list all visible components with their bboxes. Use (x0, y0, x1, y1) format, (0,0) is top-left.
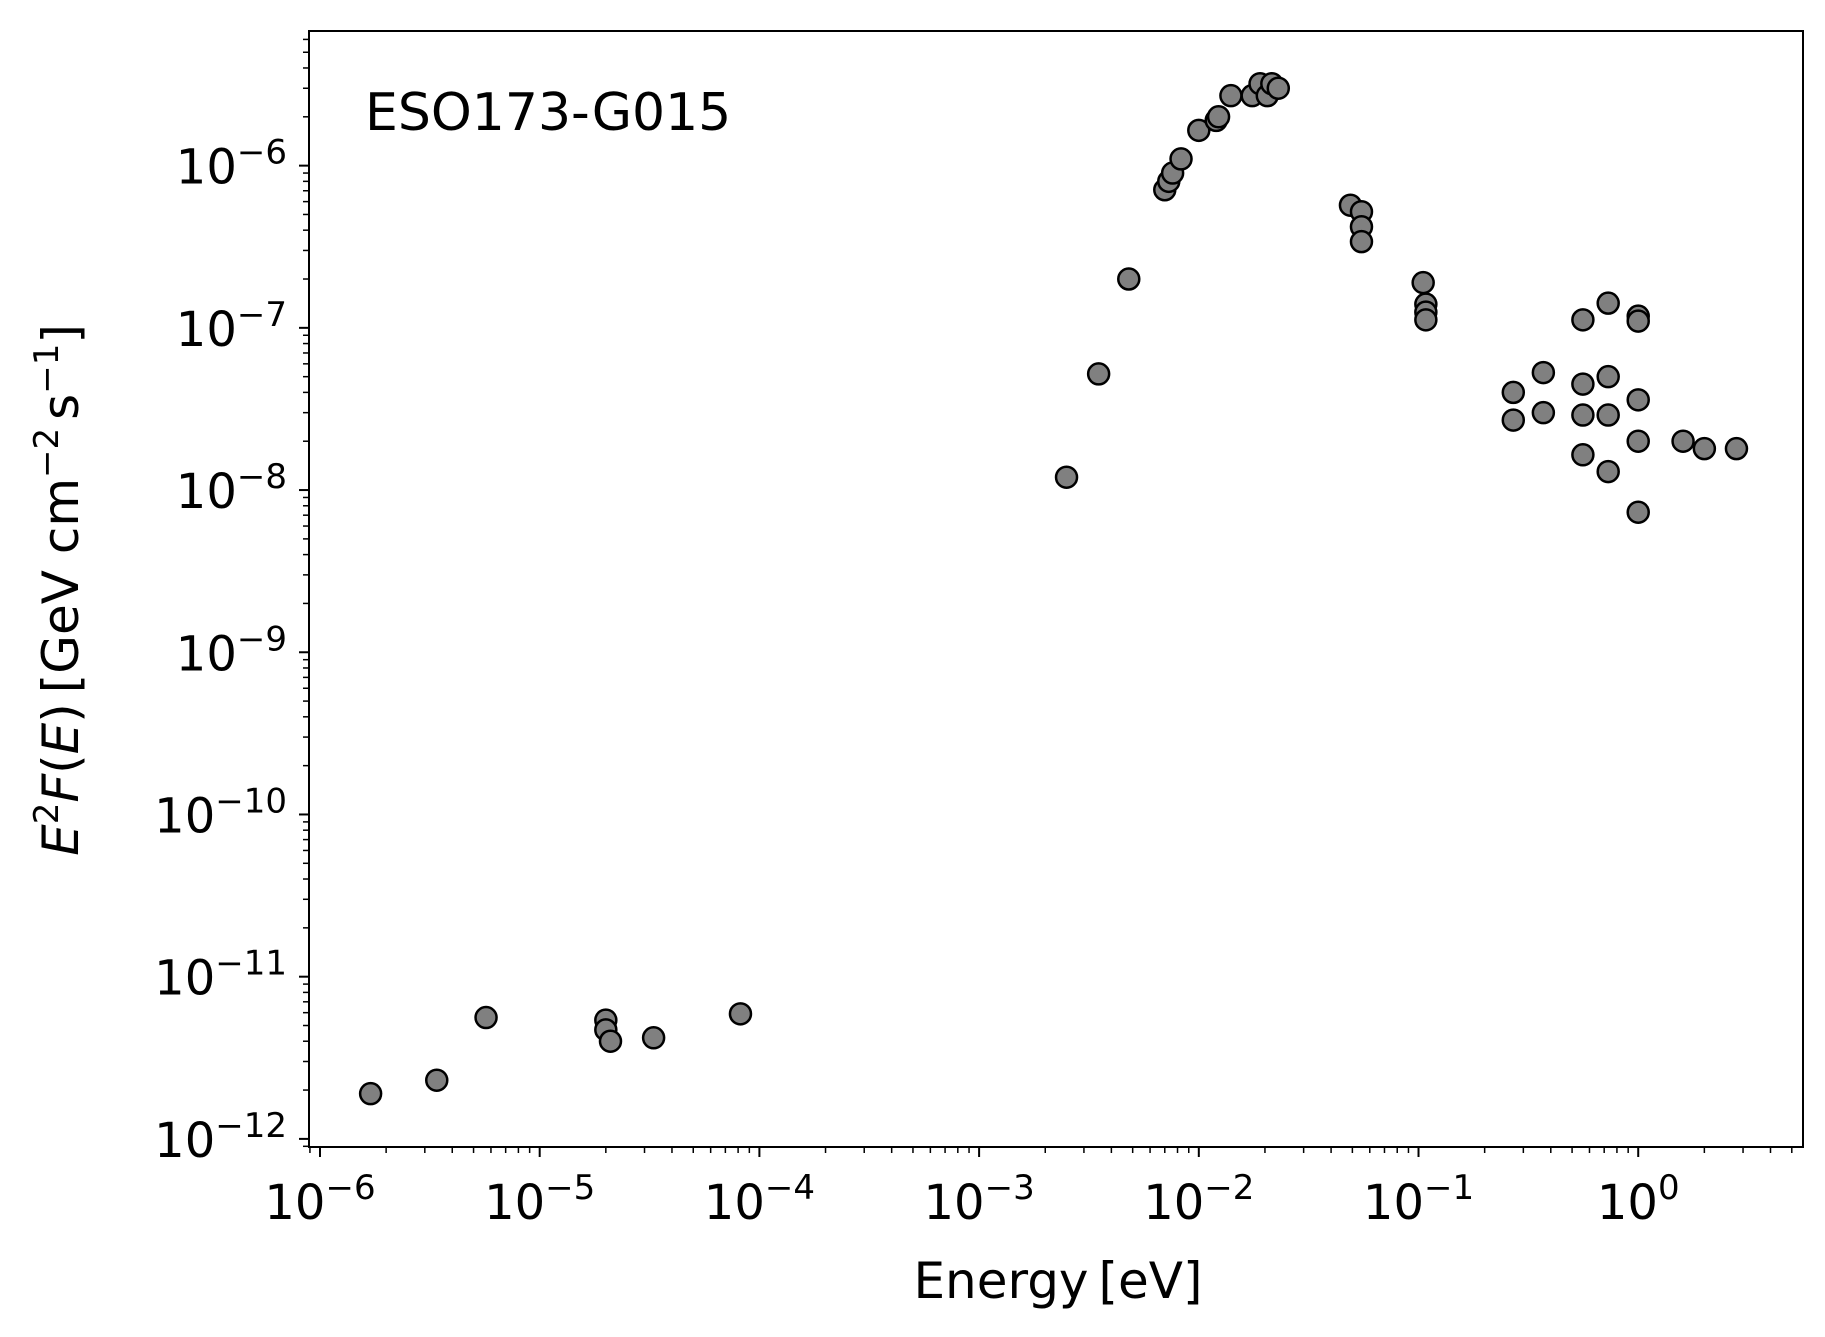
data-point (1206, 105, 1231, 129)
y-tick-label: 10−9 (176, 619, 287, 682)
x-tick-label: 10−2 (1143, 1168, 1254, 1231)
data-point (1501, 380, 1526, 405)
data-point (1169, 147, 1193, 171)
data-point (1724, 436, 1749, 461)
data-point (598, 1029, 623, 1053)
data-point (1266, 76, 1291, 100)
data-point (1596, 364, 1620, 389)
data-point (641, 1026, 666, 1050)
data-point (425, 1068, 449, 1092)
data-point (1349, 229, 1374, 254)
x-tick-label: 10−6 (264, 1168, 375, 1231)
y-axis-label: E2F(E)[GeV cm−2s−1] (27, 324, 90, 856)
axis-ticks: 10−6 10−5 10−4 10−3 10−2 10−1 100 10−12 10−11 10−… (154, 38, 1793, 1231)
source-annotation: ESO173-G015 (365, 83, 731, 143)
data-point (1086, 362, 1111, 386)
data-point (1414, 308, 1438, 332)
data-point (1671, 429, 1695, 453)
data-point (358, 1081, 383, 1106)
y-tick-label: 10−6 (176, 133, 287, 196)
data-point (1187, 118, 1211, 143)
data-points (358, 71, 1749, 1106)
x-tick-label: 100 (1597, 1168, 1680, 1231)
data-point (1054, 465, 1079, 489)
x-tick-label: 10−1 (1363, 1168, 1474, 1231)
data-point (1626, 309, 1650, 333)
plot-frame (308, 30, 1804, 1148)
data-point (1531, 360, 1556, 385)
data-point (1531, 400, 1556, 425)
data-point (728, 1002, 753, 1026)
data-point (1626, 500, 1650, 524)
data-point (1596, 459, 1620, 484)
y-tick-label: 10−12 (154, 1106, 287, 1169)
data-point (1571, 372, 1595, 396)
data-point (1117, 267, 1141, 291)
data-point (1571, 403, 1595, 427)
x-axis-label: Energy [eV] (913, 1252, 1202, 1310)
data-point (1219, 83, 1243, 108)
data-point (1596, 403, 1620, 427)
data-point (1501, 408, 1526, 432)
data-point (1571, 443, 1595, 467)
data-point (1571, 308, 1595, 332)
y-tick-label: 10−8 (176, 457, 287, 520)
data-point (1692, 436, 1717, 461)
data-point (474, 1005, 498, 1030)
x-tick-label: 10−4 (704, 1168, 815, 1231)
y-tick-label: 10−7 (176, 295, 287, 358)
data-point (1626, 388, 1650, 412)
data-point (1626, 429, 1650, 453)
y-tick-label: 10−10 (154, 781, 287, 844)
y-tick-label: 10−11 (154, 944, 287, 1007)
data-point (1596, 291, 1620, 315)
data-point (1411, 270, 1435, 295)
x-tick-label: 10−3 (924, 1168, 1035, 1231)
x-tick-label: 10−5 (484, 1168, 595, 1231)
